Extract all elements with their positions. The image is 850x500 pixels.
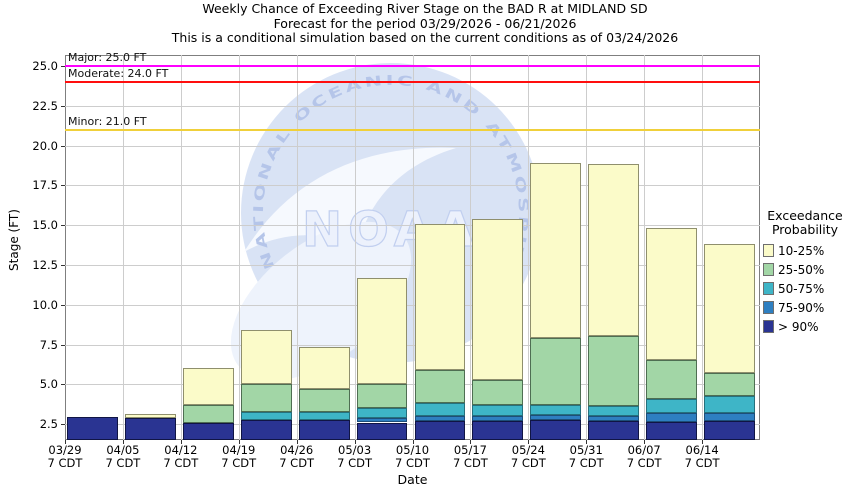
legend-item: 25-50% xyxy=(760,260,850,279)
legend-swatch xyxy=(763,282,774,295)
y-tick-label: 2.5 xyxy=(39,417,58,432)
x-tick-mark xyxy=(412,440,414,444)
chart-subtitle: Forecast for the period 03/29/2026 - 06/… xyxy=(273,15,577,31)
noaa-logo-text: NOAA xyxy=(302,202,480,258)
plot-area: NATIONAL OCEANIC AND ATMOSPHERIC ADM NOA… xyxy=(65,55,760,440)
legend-label: 25-50% xyxy=(778,262,825,277)
x-tick-mark xyxy=(470,440,472,444)
x-tick-mark xyxy=(180,440,182,444)
legend-swatch xyxy=(763,301,774,314)
legend-label: > 90% xyxy=(778,319,819,334)
y-tick-label: 22.5 xyxy=(32,98,58,113)
x-tick-label: 04/05 7 CDT xyxy=(105,443,141,470)
legend-item: 50-75% xyxy=(760,279,850,298)
legend-swatch xyxy=(763,320,774,333)
legend-item: > 90% xyxy=(760,317,850,336)
legend-swatch xyxy=(763,263,774,276)
y-tick-label: 17.5 xyxy=(32,178,58,193)
x-tick-label: 06/14 7 CDT xyxy=(684,443,720,470)
y-tick-label: 5.0 xyxy=(39,377,58,392)
x-tick-label: 04/26 7 CDT xyxy=(279,443,315,470)
noaa-watermark: NATIONAL OCEANIC AND ATMOSPHERIC ADM NOA… xyxy=(66,56,541,381)
noaa-logo-circle xyxy=(241,63,541,363)
chart-note: This is a conditional simulation based o… xyxy=(171,30,679,45)
y-tick-label: 25.0 xyxy=(32,59,58,74)
x-tick-label: 03/29 7 CDT xyxy=(47,443,83,470)
legend-label: 75-90% xyxy=(778,300,825,315)
x-tick-mark xyxy=(238,440,240,444)
x-tick-label: 05/17 7 CDT xyxy=(452,443,488,470)
noaa-gull-body xyxy=(230,221,412,381)
x-tick-mark xyxy=(65,440,66,444)
x-tick-label: 06/07 7 CDT xyxy=(626,443,662,470)
x-tick-label: 05/24 7 CDT xyxy=(510,443,546,470)
x-tick-label: 04/12 7 CDT xyxy=(163,443,199,470)
x-tick-mark xyxy=(296,440,298,444)
legend-swatch xyxy=(763,244,774,257)
x-tick-label: 05/10 7 CDT xyxy=(395,443,430,470)
legend-label: 10-25% xyxy=(778,243,825,258)
x-tick-mark xyxy=(644,440,646,444)
x-tick-label: 04/19 7 CDT xyxy=(221,443,257,470)
legend-title-line2: Probability xyxy=(771,222,839,237)
x-tick-mark xyxy=(702,440,704,444)
chart-header: Weekly Chance of Exceeding River Stage o… xyxy=(0,1,850,46)
y-tick-label: 7.5 xyxy=(39,337,58,352)
y-tick-label: 15.0 xyxy=(32,218,58,233)
legend: Exceedance Probability 10-25% 25-50% 50-75… xyxy=(760,209,850,336)
chart-title: Weekly Chance of Exceeding River Stage o… xyxy=(202,1,648,16)
legend-title-line1: Exceedance xyxy=(767,208,843,223)
y-tick-label: 20.0 xyxy=(32,138,58,153)
x-tick-mark xyxy=(528,440,530,444)
x-axis-label: Date xyxy=(397,472,428,487)
x-tick-mark xyxy=(586,440,588,444)
y-tick-label: 12.5 xyxy=(32,258,58,272)
y-axis-label: Stage (FT) xyxy=(7,209,21,271)
x-tick-label: 05/03 7 CDT xyxy=(337,443,373,470)
svg-text:NATIONAL OCEANIC AND ATMOSPHER: NATIONAL OCEANIC AND ATMOSPHERIC ADM xyxy=(66,56,531,275)
legend-item: 10-25% xyxy=(760,241,850,260)
x-tick-label: 05/31 7 CDT xyxy=(568,443,604,470)
noaa-arc-text: NATIONAL OCEANIC AND ATMOSPHERIC ADM xyxy=(66,56,529,275)
legend-label: 50-75% xyxy=(778,281,825,296)
noaa-gull-shape xyxy=(244,147,456,252)
x-tick-mark xyxy=(122,440,124,444)
legend-item: 75-90% xyxy=(760,298,850,317)
x-tick-mark xyxy=(354,440,356,444)
legend-items: 10-25% 25-50% 50-75% 75-90% > 90% xyxy=(760,241,850,336)
y-tick-label: 10.0 xyxy=(32,297,58,312)
